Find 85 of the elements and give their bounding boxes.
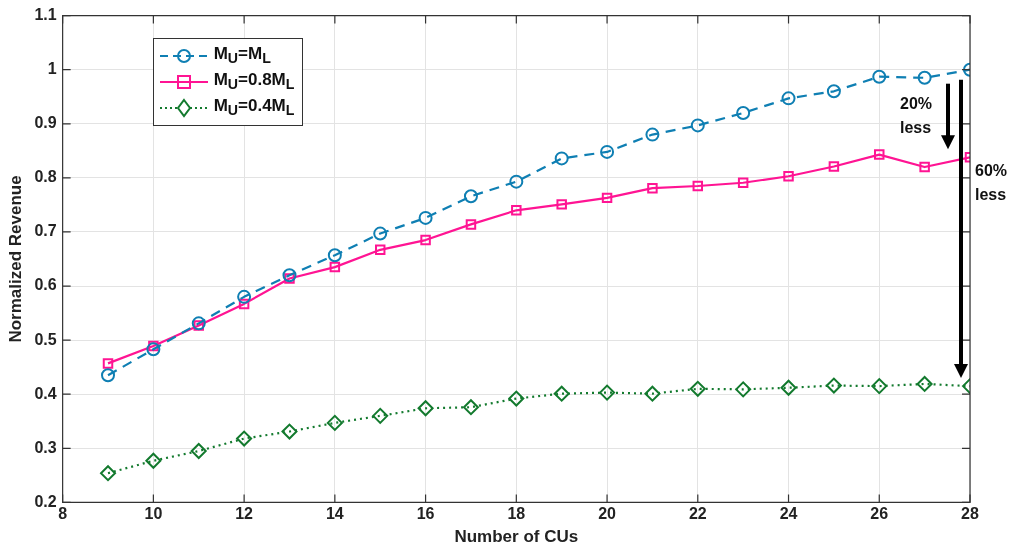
point [872, 69, 887, 84]
x-tick-label: 14 [325, 505, 344, 523]
point [374, 244, 386, 256]
annotation: 20% less [900, 93, 933, 138]
point [238, 298, 250, 310]
point [644, 385, 661, 402]
y-tick-label: 1.1 [34, 6, 57, 24]
point [737, 177, 749, 188]
y-tick-label: 0.9 [34, 114, 57, 132]
x-tick-label: 22 [688, 505, 707, 523]
x-tick-label: 26 [870, 505, 889, 523]
x-tick-label: 24 [779, 505, 798, 523]
point [916, 375, 933, 392]
point [282, 268, 297, 283]
point [825, 377, 842, 394]
y-tick-label: 0.5 [34, 330, 57, 348]
point [599, 384, 616, 401]
point [190, 443, 207, 460]
point [828, 161, 840, 172]
x-tick-label: 12 [235, 505, 254, 523]
point [329, 261, 341, 273]
point [326, 414, 343, 431]
point [556, 199, 567, 210]
y-tick-label: 1 [47, 60, 57, 78]
x-tick-label: 10 [144, 505, 163, 523]
point [417, 400, 434, 417]
point [100, 465, 117, 482]
point [509, 174, 524, 189]
point [553, 385, 570, 402]
point [690, 118, 705, 133]
point [871, 378, 888, 395]
point [647, 182, 658, 194]
point [783, 171, 794, 182]
point [874, 149, 885, 160]
point [102, 358, 114, 369]
point [689, 380, 706, 397]
point [692, 180, 704, 192]
point [373, 226, 388, 241]
point [465, 219, 477, 230]
y-tick-label: 0.7 [34, 222, 57, 240]
point [420, 234, 431, 246]
point [919, 161, 930, 173]
x-tick-label: 20 [598, 505, 617, 523]
point [191, 316, 206, 331]
point [284, 273, 295, 284]
y-axis-title: Normalized Revenue [5, 175, 25, 343]
point [372, 407, 389, 424]
point [327, 248, 342, 263]
x-tick-label: 8 [58, 505, 68, 523]
point [508, 390, 525, 407]
point [193, 320, 204, 331]
point [554, 151, 569, 166]
x-tick-label: 28 [961, 505, 979, 523]
point [826, 84, 841, 99]
point [237, 289, 252, 304]
point [148, 340, 159, 352]
x-tick-label: 18 [507, 505, 526, 523]
point [462, 399, 479, 416]
point [736, 105, 751, 120]
point [146, 342, 161, 357]
point [463, 189, 478, 204]
point [645, 127, 660, 142]
y-tick-label: 0.8 [34, 168, 57, 186]
point [511, 205, 522, 216]
point [600, 144, 615, 159]
legend-label: M$_{U}$=0.4M$_{L}$ [213, 96, 295, 119]
point [735, 381, 752, 398]
legend-label: M$_{U}$=0.8M$_{L}$ [213, 70, 295, 93]
point [145, 452, 162, 469]
point [781, 91, 796, 106]
point [780, 379, 797, 396]
y-tick-label: 0.2 [34, 492, 57, 510]
point [917, 70, 932, 85]
point [236, 430, 253, 447]
x-axis-title: Number of CUs [454, 527, 579, 547]
y-tick-label: 0.6 [34, 276, 57, 294]
point [418, 210, 433, 225]
point [601, 192, 613, 204]
x-tick-label: 16 [416, 505, 435, 523]
point [281, 423, 298, 440]
y-tick-label: 0.4 [34, 384, 57, 402]
legend-label: M$_{U}$=M$_{L}$ [213, 44, 271, 67]
point [101, 368, 116, 383]
y-tick-label: 0.3 [34, 438, 57, 456]
text: 60% less [975, 160, 1008, 205]
